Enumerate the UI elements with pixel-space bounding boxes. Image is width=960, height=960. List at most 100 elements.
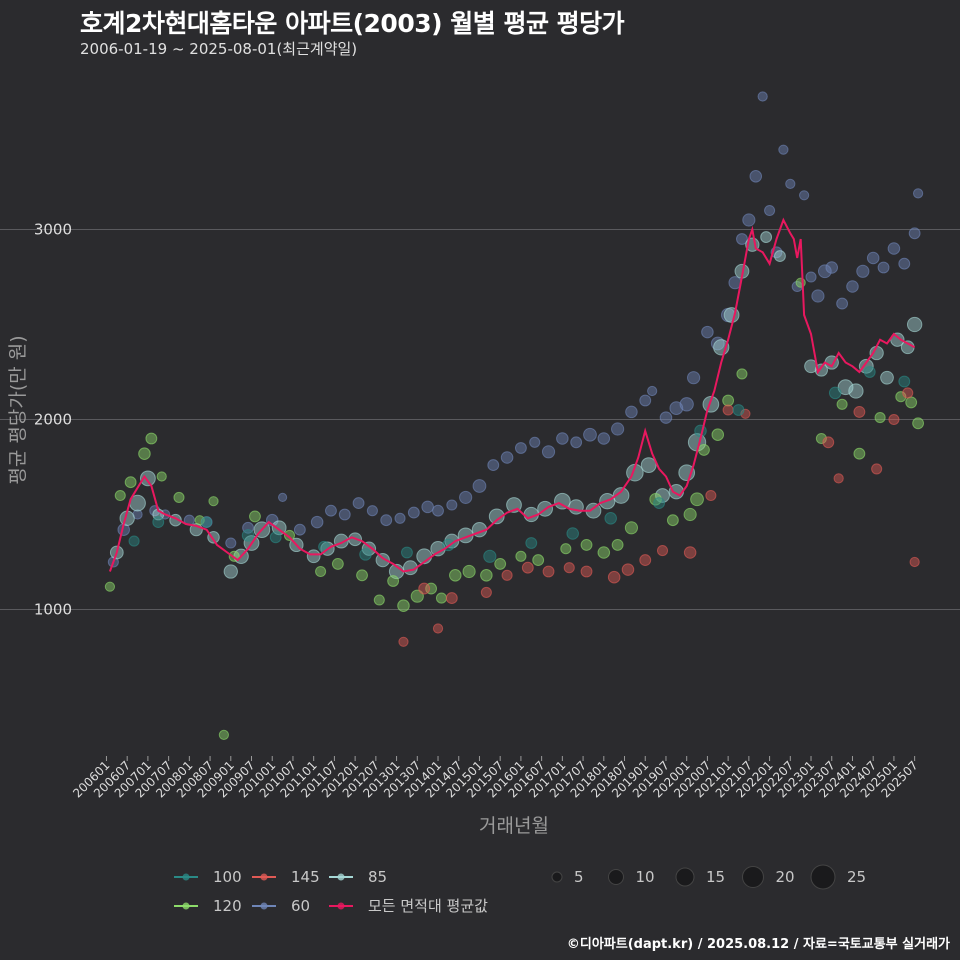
point-100 — [241, 529, 255, 542]
point-120 — [387, 575, 400, 587]
chart-title: 호계2차현대홈타운 아파트(2003) 월별 평균 평당가 — [80, 9, 625, 38]
legend-dot — [337, 902, 345, 910]
legend-item-145: 145 — [252, 868, 320, 886]
point-60 — [669, 401, 684, 415]
point-120 — [449, 569, 462, 582]
point-120 — [104, 581, 116, 592]
legend: 100 120 145 60 85 모든 면적대 평균값 5 10 15 20 25 — [174, 864, 866, 915]
point-60 — [710, 336, 725, 351]
point-145 — [445, 592, 458, 605]
point-85 — [858, 358, 874, 374]
point-120 — [722, 394, 735, 407]
point-145 — [683, 546, 697, 559]
point-60 — [866, 251, 880, 265]
point-145 — [398, 636, 409, 647]
point-100 — [566, 527, 579, 540]
point-145 — [722, 404, 734, 416]
point-85 — [774, 250, 786, 263]
legend-item-100: 100 — [174, 868, 242, 886]
point-120 — [249, 510, 261, 523]
point-120 — [711, 428, 725, 441]
point-60 — [459, 490, 473, 504]
x-axis-title: 거래년월 — [479, 815, 549, 837]
point-120 — [373, 594, 385, 606]
legend-size-25: 25 — [810, 864, 866, 890]
legend-size-label: 10 — [636, 868, 655, 886]
point-60 — [799, 190, 810, 201]
point-145 — [432, 623, 444, 634]
point-60 — [742, 213, 756, 227]
point-145 — [740, 408, 751, 419]
point-60 — [659, 411, 673, 424]
point-60 — [898, 257, 911, 270]
point-120 — [435, 592, 448, 604]
point-120 — [173, 491, 185, 503]
point-100 — [732, 404, 745, 416]
point-120 — [156, 471, 167, 482]
point-100 — [525, 537, 538, 549]
legend-dot — [260, 902, 268, 910]
point-145 — [853, 405, 866, 418]
point-120 — [145, 432, 158, 445]
point-85 — [906, 316, 923, 333]
point-85 — [444, 533, 460, 549]
y-tick-label: 3000 — [34, 221, 72, 239]
legend-label: 85 — [368, 868, 387, 886]
point-60 — [811, 289, 825, 303]
point-120 — [611, 538, 624, 551]
point-100 — [483, 549, 497, 563]
point-60 — [912, 188, 924, 199]
legend-item-120: 120 — [174, 897, 242, 915]
y-axis-title: 평균 평당가(만 원) — [7, 335, 29, 484]
legend-label: 60 — [291, 897, 310, 915]
point-60 — [432, 504, 444, 517]
point-120 — [690, 492, 704, 507]
legend-size-bubble — [742, 866, 764, 888]
point-120 — [218, 729, 229, 741]
point-60 — [639, 394, 652, 407]
point-60 — [625, 405, 638, 419]
point-145 — [902, 387, 914, 399]
y-tick-label: 2000 — [34, 411, 72, 429]
point-120 — [331, 557, 344, 570]
point-100 — [828, 386, 842, 400]
average-line — [108, 217, 916, 573]
point-120 — [208, 496, 219, 507]
point-60 — [877, 261, 890, 274]
point-85 — [702, 395, 720, 413]
point-85 — [814, 363, 828, 377]
point-85 — [880, 370, 894, 385]
point-145 — [871, 463, 883, 475]
point-120 — [138, 447, 151, 460]
point-145 — [418, 582, 431, 595]
y-axis-ticks: 1000 2000 3000 — [34, 221, 72, 619]
point-120 — [853, 447, 866, 460]
point-60 — [352, 497, 365, 510]
point-60 — [446, 499, 458, 511]
point-120 — [736, 368, 748, 380]
point-60 — [887, 242, 901, 255]
legend-size-20: 20 — [742, 866, 795, 888]
point-100 — [863, 366, 876, 378]
point-60 — [757, 91, 768, 102]
point-85 — [139, 470, 156, 487]
point-100 — [128, 535, 140, 547]
point-60 — [785, 178, 796, 190]
legend-size-label: 5 — [574, 868, 584, 886]
legend-label: 145 — [291, 868, 320, 886]
point-120 — [597, 546, 611, 559]
point-145 — [705, 489, 717, 502]
point-60 — [293, 523, 306, 536]
point-120 — [912, 417, 925, 430]
point-60 — [836, 297, 849, 310]
point-60 — [611, 422, 625, 436]
point-120 — [114, 489, 126, 502]
point-120 — [666, 514, 679, 527]
grid-lines — [0, 229, 960, 610]
point-60 — [597, 432, 611, 445]
point-60 — [325, 504, 337, 517]
point-145 — [521, 561, 534, 574]
point-60 — [647, 385, 658, 397]
legend-size-10: 10 — [608, 868, 655, 886]
legend-size-label: 25 — [847, 868, 866, 886]
